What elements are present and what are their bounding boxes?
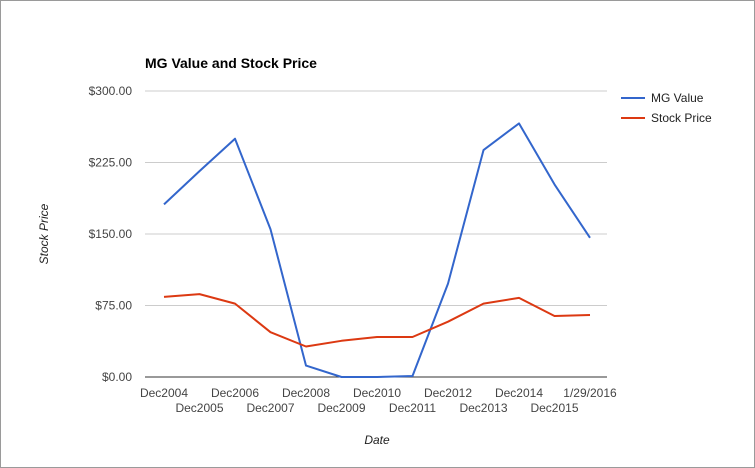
legend-label: Stock Price [651, 111, 712, 125]
legend-label: MG Value [651, 91, 704, 105]
y-tick-label: $150.00 [89, 227, 133, 241]
y-tick-label: $225.00 [89, 156, 133, 170]
x-tick-label: Dec2015 [530, 401, 578, 415]
x-tick-label: Dec2006 [211, 386, 259, 400]
series-line-mg-value [163, 122, 591, 378]
series-line-stock-price [163, 293, 591, 348]
x-tick-label: Dec2010 [353, 386, 401, 400]
y-axis-ticks: $0.00 $75.00 $150.00 $225.00 $300.00 [89, 84, 133, 384]
y-tick-label: $0.00 [102, 370, 132, 384]
x-tick-label: Dec2009 [317, 401, 365, 415]
chart-title: MG Value and Stock Price [145, 55, 317, 71]
x-axis-ticks: Dec2004Dec2005Dec2006Dec2007Dec2008Dec20… [140, 386, 617, 415]
x-axis-label: Date [364, 433, 390, 447]
x-tick-label: 1/29/2016 [563, 386, 617, 400]
x-tick-label: Dec2004 [140, 386, 188, 400]
y-tick-label: $75.00 [95, 299, 132, 313]
y-tick-label: $300.00 [89, 84, 133, 98]
legend: MG Value Stock Price [621, 91, 712, 125]
series-lines [163, 122, 591, 378]
x-tick-label: Dec2013 [459, 401, 507, 415]
y-axis-label: Stock Price [37, 203, 51, 264]
x-tick-label: Dec2008 [282, 386, 330, 400]
x-tick-label: Dec2012 [424, 386, 472, 400]
x-tick-label: Dec2007 [246, 401, 294, 415]
grid-lines [145, 90, 607, 378]
x-tick-label: Dec2011 [389, 401, 436, 415]
x-tick-label: Dec2014 [495, 386, 543, 400]
x-tick-label: Dec2005 [175, 401, 223, 415]
